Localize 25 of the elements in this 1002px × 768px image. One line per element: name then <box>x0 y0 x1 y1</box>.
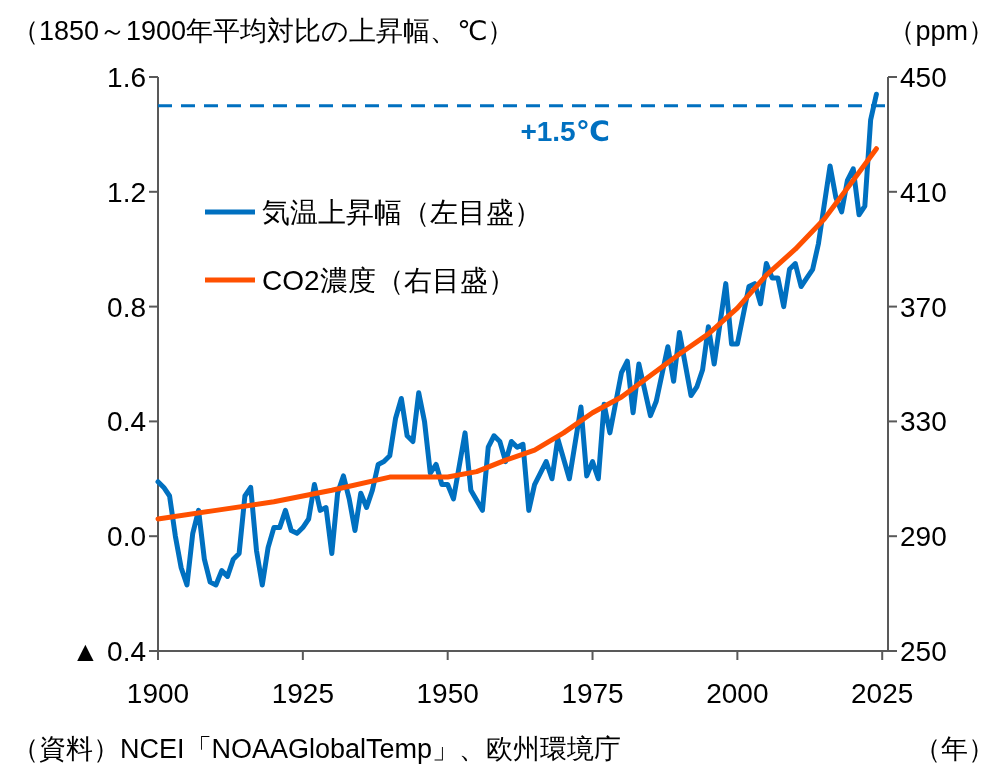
y2-tick-label: 250 <box>900 636 947 667</box>
y2-axis-title: （ppm） <box>888 16 995 46</box>
y2-tick-label: 370 <box>900 291 947 323</box>
x-tick-label: 1900 <box>126 678 190 709</box>
y-tick-label: 0.4 <box>107 406 146 438</box>
y2-tick-label: 330 <box>900 406 947 438</box>
y-axis-title: （1850～1900年平均対比の上昇幅、℃） <box>12 16 515 46</box>
y-tick-label: ▲ 0.4 <box>71 636 146 667</box>
y-tick-label: 1.2 <box>107 176 146 208</box>
x-tick-label: 1950 <box>416 678 479 709</box>
x-tick-label: 2000 <box>706 678 769 709</box>
y-tick-label: 0.0 <box>107 521 146 553</box>
legend-label: 気温上昇幅（左目盛） <box>262 197 542 228</box>
x-tick-label: 1975 <box>561 678 624 709</box>
y2-tick-label: 450 <box>900 62 947 93</box>
y2-tick-label: 410 <box>900 176 947 208</box>
y-tick-label: 1.6 <box>107 62 146 93</box>
x-tick-label: 2025 <box>851 678 914 709</box>
y2-tick-label: 290 <box>900 521 947 553</box>
legend-label: CO2濃度（右目盛） <box>262 265 516 296</box>
x-tick-label: 1925 <box>271 678 334 709</box>
ref-line-label: +1.5℃ <box>520 115 610 147</box>
x-axis-title: （年） <box>914 734 995 764</box>
y-tick-label: 0.8 <box>107 291 146 323</box>
text: （資料）NCEI「NOAAGlobalTemp」、欧州環境庁 <box>12 734 622 764</box>
